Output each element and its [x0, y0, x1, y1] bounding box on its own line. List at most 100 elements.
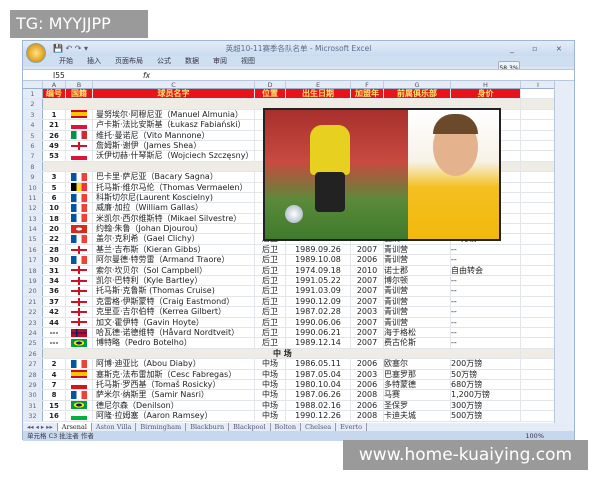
join-year[interactable]: 2010 [351, 265, 384, 276]
former-club[interactable]: 卡迪夫城 [384, 411, 451, 421]
flag-cell[interactable] [66, 286, 93, 296]
row-header[interactable]: 27 [23, 359, 43, 369]
ribbon-tab[interactable]: 审阅 [213, 57, 227, 65]
header-cell[interactable]: 位置 [255, 89, 286, 99]
player-number[interactable]: 6 [43, 192, 66, 203]
flag-cell[interactable] [66, 213, 93, 224]
player-name[interactable]: 詹姆斯·谢伊（James Shea） [93, 140, 255, 151]
cell[interactable] [521, 172, 556, 182]
birth-date[interactable]: 1987.05.04 [286, 369, 351, 379]
join-year[interactable]: 2003 [351, 369, 384, 379]
flag-cell[interactable] [66, 120, 93, 130]
header-cell[interactable]: 前属俱乐部 [384, 89, 451, 99]
player-name[interactable]: 加文·霍伊特（Gavin Hoyte） [93, 317, 255, 327]
ribbon-tab[interactable]: 页面布局 [115, 57, 143, 65]
quick-access-toolbar[interactable]: 💾 ↶ ↷ ▾ [53, 44, 89, 53]
birth-date[interactable]: 1991.03.09 [286, 286, 351, 296]
player-number[interactable]: 10 [43, 203, 66, 213]
cell[interactable] [521, 234, 556, 244]
flag-cell[interactable] [66, 244, 93, 255]
transfer-value[interactable] [451, 203, 521, 213]
flag-cell[interactable] [66, 109, 93, 120]
player-name[interactable]: 萨米尔·纳斯里（Samir Nasri） [93, 390, 255, 400]
former-club[interactable]: 青训营 [384, 317, 451, 327]
birth-date[interactable]: 1980.10.04 [286, 379, 351, 390]
fx-icon[interactable]: fx [143, 71, 151, 80]
position[interactable]: 后卫 [255, 296, 286, 307]
position[interactable]: 中场 [255, 379, 286, 390]
flag-cell[interactable] [66, 192, 93, 203]
player-number[interactable]: 8 [43, 390, 66, 400]
flag-cell[interactable] [66, 411, 93, 421]
player-number[interactable]: 53 [43, 151, 66, 161]
player-number[interactable]: 28 [43, 244, 66, 255]
position[interactable]: 后卫 [255, 307, 286, 317]
sheet-tab[interactable]: Blackburn [186, 423, 230, 431]
former-club[interactable]: 青训营 [384, 307, 451, 317]
position[interactable]: 中场 [255, 359, 286, 369]
player-name[interactable]: 米凯尔·西尔维斯特（Mikael Silvestre） [93, 213, 255, 224]
cell[interactable] [521, 161, 556, 172]
birth-date[interactable]: 1989.12.14 [286, 338, 351, 348]
row-header[interactable]: 17 [23, 255, 43, 265]
player-name[interactable]: 塞斯克·法布雷加斯（Cesc Fabregas） [93, 369, 255, 379]
player-number[interactable]: 26 [43, 130, 66, 140]
transfer-value[interactable] [451, 182, 521, 192]
sheet-tab[interactable]: Arsenal [57, 423, 92, 431]
header-cell[interactable]: 球员名字 [93, 89, 255, 99]
row-header[interactable]: 19 [23, 276, 43, 286]
column-header[interactable]: E [286, 81, 351, 89]
flag-cell[interactable] [66, 203, 93, 213]
column-header[interactable]: B [66, 81, 93, 89]
flag-cell[interactable] [66, 317, 93, 327]
player-number[interactable]: 20 [43, 224, 66, 234]
header-cell[interactable]: 编号 [43, 89, 66, 99]
row-header[interactable]: 7 [23, 151, 43, 161]
flag-cell[interactable] [66, 172, 93, 182]
name-box[interactable]: I55 [53, 71, 65, 80]
transfer-value[interactable] [451, 192, 521, 203]
cell[interactable] [521, 307, 556, 317]
player-name[interactable]: 巴卡里·萨尼亚（Bacary Sagna） [93, 172, 255, 182]
player-number[interactable]: 22 [43, 234, 66, 244]
player-name[interactable]: 科斯切尔尼(Laurent Koscielny) [93, 192, 255, 203]
player-number[interactable]: 4 [43, 369, 66, 379]
cell[interactable] [521, 400, 556, 411]
join-year[interactable]: 2006 [351, 379, 384, 390]
row-header[interactable]: 2 [23, 99, 43, 109]
row-header[interactable]: 4 [23, 120, 43, 130]
player-name[interactable]: 沃伊切赫·什琴斯尼（Wojciech Szczęsny） [93, 151, 255, 161]
player-name[interactable]: 德尼尔森（Denilson） [93, 400, 255, 411]
birth-date[interactable]: 1990.12.26 [286, 411, 351, 421]
flag-cell[interactable] [66, 182, 93, 192]
sheet-tab[interactable]: Bolton [271, 423, 302, 431]
header-cell[interactable]: 加盟年 [351, 89, 384, 99]
former-club[interactable]: 圣保罗 [384, 400, 451, 411]
player-number[interactable]: 2 [43, 359, 66, 369]
player-name[interactable]: 维托·曼诺尼（Vito Mannone） [93, 130, 255, 140]
player-name[interactable]: 阿博·迪亚比（Abou Diaby） [93, 359, 255, 369]
position[interactable]: 中场 [255, 400, 286, 411]
position[interactable]: 后卫 [255, 317, 286, 327]
player-name[interactable]: 博特略（Pedro Botelho） [93, 338, 255, 348]
player-number[interactable]: --- [43, 327, 66, 338]
cell[interactable] [521, 296, 556, 307]
player-name[interactable]: 托马斯·克鲁斯 (Thomas Cruise) [93, 286, 255, 296]
birth-date[interactable]: 1991.05.22 [286, 276, 351, 286]
player-number[interactable]: 1 [43, 109, 66, 120]
player-name[interactable]: 阿尔曼德·特劳雷（Armand Traore） [93, 255, 255, 265]
join-year[interactable]: 2006 [351, 400, 384, 411]
transfer-value[interactable] [451, 109, 521, 120]
cell[interactable] [521, 338, 556, 348]
window-controls[interactable]: _ ▫ × [510, 44, 570, 53]
transfer-value[interactable] [451, 224, 521, 234]
birth-date[interactable]: 1990.06.21 [286, 327, 351, 338]
column-header[interactable]: H [451, 81, 521, 89]
former-club[interactable]: 博尔顿 [384, 276, 451, 286]
column-header[interactable]: F [351, 81, 384, 89]
birth-date[interactable]: 1987.02.28 [286, 307, 351, 317]
join-year[interactable]: 2007 [351, 296, 384, 307]
row-header[interactable]: 13 [23, 213, 43, 224]
player-name[interactable]: 盖尔·克利希（Gael Clichy） [93, 234, 255, 244]
transfer-value[interactable]: -- [451, 338, 521, 348]
